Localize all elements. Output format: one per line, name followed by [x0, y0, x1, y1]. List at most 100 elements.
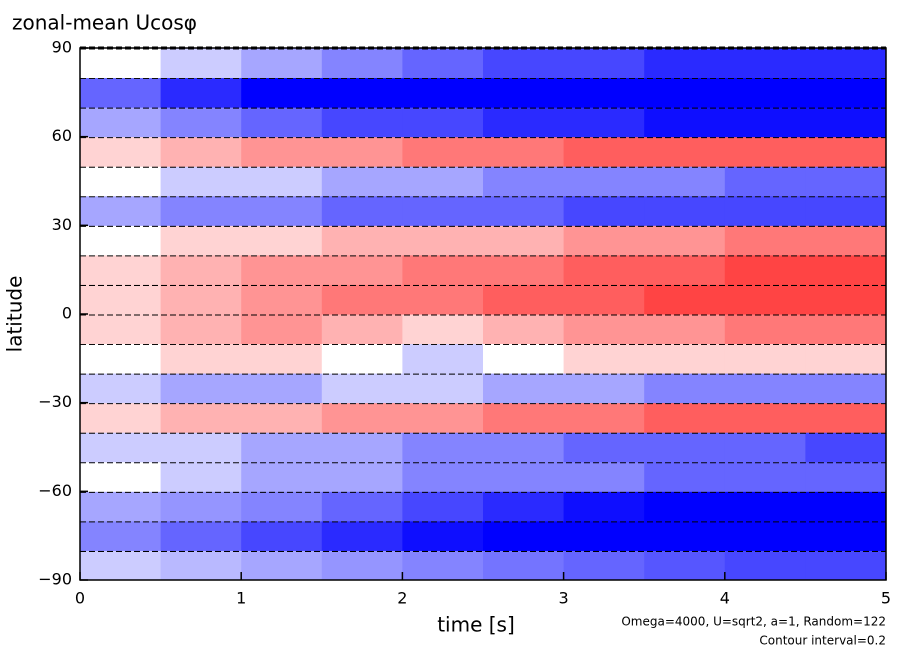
heatmap-cell — [483, 550, 565, 581]
heatmap-cell — [321, 491, 403, 522]
heatmap-cell — [160, 550, 242, 581]
heatmap-cell — [402, 166, 484, 197]
heatmap-cell — [644, 48, 726, 79]
heatmap-cell — [160, 461, 242, 492]
heatmap-cell — [644, 461, 726, 492]
heatmap-cell — [724, 195, 806, 226]
heatmap-cell — [724, 136, 806, 167]
heatmap-cell — [644, 254, 726, 285]
heatmap-cell — [644, 343, 726, 374]
heatmap-cell — [321, 461, 403, 492]
heatmap-cell — [483, 314, 565, 345]
heatmap-cell — [241, 461, 323, 492]
x-tick-label: 4 — [720, 589, 730, 608]
heatmap-cell — [724, 48, 806, 79]
heatmap-cell — [563, 461, 645, 492]
x-tick-label: 3 — [559, 589, 569, 608]
heatmap-cell — [644, 225, 726, 256]
heatmap-cell — [805, 136, 887, 167]
heatmap-cell — [483, 254, 565, 285]
heatmap-cell — [80, 48, 162, 79]
heatmap-cell — [563, 225, 645, 256]
heatmap-cell — [402, 461, 484, 492]
heatmap-cell — [805, 520, 887, 551]
heatmap-cell — [724, 432, 806, 463]
heatmap-cell — [241, 432, 323, 463]
y-tick-label: −30 — [38, 392, 72, 411]
heatmap-cell — [402, 225, 484, 256]
axes: 0 1 2 3 4 5 −90 −60 −30 0 30 60 90 — [38, 38, 891, 608]
heatmap-cell — [402, 432, 484, 463]
heatmap-cell — [402, 520, 484, 551]
heatmap-cell — [80, 195, 162, 226]
y-tick-label: 60 — [52, 126, 72, 145]
heatmap-cell — [321, 77, 403, 108]
heatmap-cell — [80, 254, 162, 285]
heatmap-cell — [160, 520, 242, 551]
heatmap-cell — [241, 314, 323, 345]
heatmap-cell — [644, 284, 726, 315]
heatmap-cell — [80, 166, 162, 197]
heatmap-cell — [483, 491, 565, 522]
heatmap-cell — [805, 402, 887, 433]
heatmap-cell — [160, 48, 242, 79]
heatmap-cell — [321, 343, 403, 374]
heatmap-cell — [402, 77, 484, 108]
heatmap-cell — [160, 343, 242, 374]
heatmap-cell — [724, 284, 806, 315]
plot-area — [80, 46, 887, 581]
heatmap-cell — [644, 432, 726, 463]
heatmap-cell — [563, 284, 645, 315]
heatmap-cell — [563, 166, 645, 197]
heatmap-cell — [483, 343, 565, 374]
heatmap-cell — [80, 77, 162, 108]
heatmap-cell — [644, 402, 726, 433]
x-tick-label: 0 — [75, 589, 85, 608]
heatmap-cell — [724, 225, 806, 256]
heatmap-cell — [402, 48, 484, 79]
heatmap-cell — [321, 136, 403, 167]
heatmap-cell — [724, 343, 806, 374]
heatmap-cell — [241, 284, 323, 315]
heatmap-cell — [805, 461, 887, 492]
heatmap-cell — [241, 520, 323, 551]
heatmap-cell — [724, 373, 806, 404]
heatmap-cell — [563, 432, 645, 463]
heatmap-cell — [402, 550, 484, 581]
heatmap-cell — [724, 461, 806, 492]
heatmap-cell — [563, 136, 645, 167]
heatmap-cell — [644, 314, 726, 345]
heatmap-cell — [483, 284, 565, 315]
heatmap-cell — [644, 107, 726, 138]
heatmap-cell — [644, 166, 726, 197]
heatmap-cell — [483, 432, 565, 463]
heatmap-cell — [644, 136, 726, 167]
heatmap-cell — [241, 343, 323, 374]
heatmap-cell — [402, 343, 484, 374]
heatmap-cell — [321, 166, 403, 197]
heatmap-cell — [644, 550, 726, 581]
x-axis-label: time [s] — [437, 613, 515, 637]
heatmap-cell — [805, 254, 887, 285]
heatmap-cell — [80, 550, 162, 581]
heatmap-cell — [241, 166, 323, 197]
heatmap-cell — [321, 284, 403, 315]
heatmap-cell — [805, 77, 887, 108]
heatmap-cell — [644, 373, 726, 404]
heatmap-cell — [805, 373, 887, 404]
heatmap-cell — [644, 491, 726, 522]
heatmap-cell — [321, 107, 403, 138]
heatmap-cell — [160, 254, 242, 285]
heatmap-cell — [402, 491, 484, 522]
y-tick-label: 90 — [52, 38, 72, 57]
heatmap-cell — [805, 284, 887, 315]
heatmap-cell — [241, 402, 323, 433]
heatmap-cell — [402, 284, 484, 315]
heatmap-cell — [160, 314, 242, 345]
heatmap-cell — [483, 373, 565, 404]
heatmap-cell — [563, 520, 645, 551]
heatmap-cell — [160, 284, 242, 315]
heatmap-cell — [563, 254, 645, 285]
heatmap-cell — [160, 491, 242, 522]
heatmap-cell — [321, 402, 403, 433]
